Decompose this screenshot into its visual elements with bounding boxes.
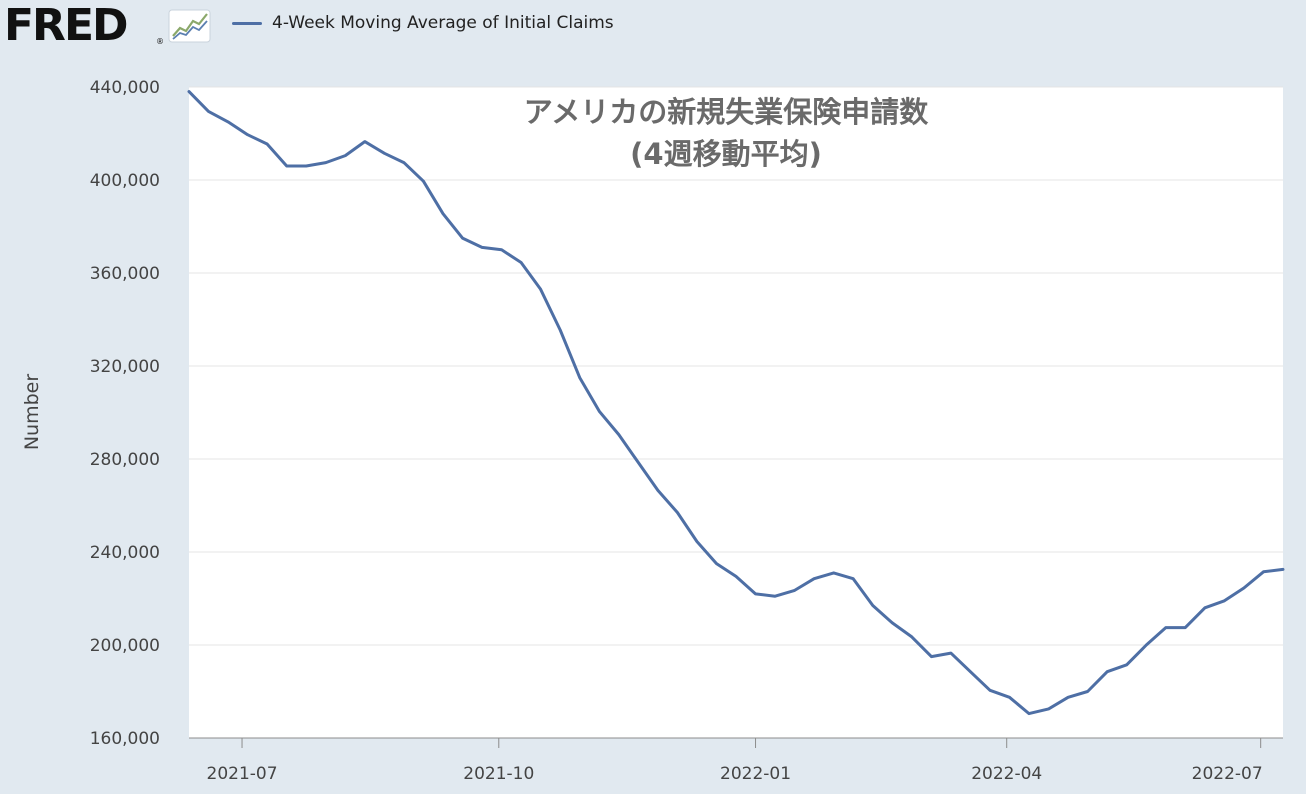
data-point <box>988 689 992 692</box>
data-point <box>969 670 972 673</box>
y-tick-label: 280,000 <box>90 450 160 470</box>
data-point <box>480 246 484 249</box>
x-tick-label: 2021-07 <box>207 764 278 784</box>
y-tick-label: 360,000 <box>90 264 160 284</box>
chart-title: アメリカの新規失業保険申請数 <box>524 95 930 129</box>
data-point <box>207 110 210 113</box>
data-point <box>852 577 855 580</box>
x-tick-label: 2022-01 <box>720 764 791 784</box>
data-point <box>363 140 367 143</box>
y-axis-label: Number <box>21 374 43 451</box>
data-point <box>949 651 953 655</box>
data-point <box>637 461 640 464</box>
data-point <box>226 120 230 124</box>
x-axis-ticks: 2021-07 2021-10 2022-01 2022-04 2022-07 <box>207 738 1263 784</box>
data-point <box>773 594 777 598</box>
data-point <box>344 154 347 157</box>
series-group <box>187 90 1285 716</box>
data-point <box>656 489 660 492</box>
data-point <box>187 90 191 93</box>
x-tick-label: 2022-04 <box>971 764 1042 784</box>
y-tick-label: 240,000 <box>90 543 160 563</box>
data-point <box>265 142 269 146</box>
data-point <box>422 179 425 183</box>
data-point <box>558 328 562 332</box>
y-tick-label: 200,000 <box>90 636 160 656</box>
data-point <box>285 164 288 168</box>
registered-mark: ® <box>156 37 164 46</box>
data-point <box>1105 670 1109 673</box>
data-point <box>1223 599 1226 603</box>
data-point <box>1145 643 1148 647</box>
data-point <box>441 212 445 215</box>
data-point <box>578 376 581 379</box>
data-point <box>617 433 620 436</box>
data-point <box>1047 707 1050 711</box>
data-point <box>734 575 738 578</box>
data-point <box>539 288 542 291</box>
data-point <box>676 511 679 514</box>
plot-background <box>189 87 1283 738</box>
data-point <box>891 621 894 625</box>
gridlines <box>189 86 1283 646</box>
data-point <box>1242 586 1246 590</box>
chart-subtitle: (4週移動平均) <box>630 137 822 171</box>
x-tick-label: 2022-07 <box>1192 764 1263 784</box>
data-point <box>871 604 874 607</box>
data-point <box>812 577 816 580</box>
data-point <box>715 562 718 565</box>
data-point <box>1125 663 1128 666</box>
data-point <box>754 592 757 596</box>
data-point <box>461 236 464 240</box>
data-point <box>246 133 249 136</box>
y-tick-label: 400,000 <box>90 171 160 191</box>
data-point <box>383 152 386 155</box>
data-point <box>1281 568 1285 571</box>
data-point <box>1086 690 1089 693</box>
header: FRED ® 4-Week Moving Average of Initial … <box>0 0 1306 60</box>
legend-label[interactable]: 4-Week Moving Average of Initial Claims <box>272 13 614 33</box>
data-point <box>1027 712 1031 715</box>
data-point <box>1184 626 1187 629</box>
data-point <box>910 635 914 639</box>
data-point <box>930 655 933 658</box>
data-point <box>598 410 601 413</box>
data-point <box>324 161 327 164</box>
legend-swatch <box>232 22 262 25</box>
x-tick-label: 2021-10 <box>463 764 534 784</box>
data-point <box>500 248 503 251</box>
data-point <box>793 589 796 592</box>
data-point <box>1066 696 1070 699</box>
y-tick-label: 160,000 <box>90 729 160 749</box>
y-axis-ticks: 160,000 200,000 240,000 280,000 320,000 360,0… <box>90 78 160 749</box>
data-point <box>832 571 835 575</box>
y-tick-label: 440,000 <box>90 78 160 98</box>
data-point <box>519 261 523 264</box>
line-chart-icon <box>168 9 211 43</box>
y-tick-label: 320,000 <box>90 357 160 377</box>
data-point <box>695 540 699 543</box>
data-point <box>402 161 406 164</box>
data-point <box>305 164 308 168</box>
data-point <box>1203 606 1207 609</box>
fred-logo[interactable]: FRED <box>4 0 129 51</box>
data-point <box>1164 626 1167 629</box>
data-point <box>1008 696 1011 699</box>
data-point <box>1262 570 1265 573</box>
